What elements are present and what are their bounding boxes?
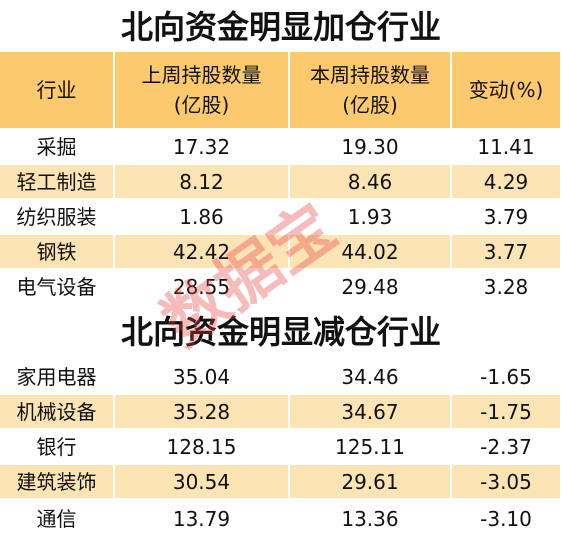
industry-cell: 通信 bbox=[0, 500, 115, 539]
industry-cell: 银行 bbox=[0, 430, 115, 465]
value-cell: 30.54 bbox=[115, 465, 290, 500]
header-text: 变动(%) bbox=[468, 78, 544, 102]
value-cell: -1.65 bbox=[452, 360, 562, 395]
header-cell: 本周持股数量 (亿股) bbox=[290, 52, 452, 130]
value-cell: 4.29 bbox=[452, 165, 562, 200]
value-cell: 35.28 bbox=[115, 395, 290, 430]
value-cell: -3.10 bbox=[452, 500, 562, 539]
header-cell: 变动(%) bbox=[452, 52, 562, 130]
value-cell: 42.42 bbox=[115, 235, 290, 270]
header-text: (亿股) bbox=[342, 93, 398, 117]
value-cell: 29.61 bbox=[290, 465, 452, 500]
header-text: 上周持股数量 bbox=[141, 63, 262, 87]
value-cell: 125.11 bbox=[290, 430, 452, 465]
value-cell: 3.79 bbox=[452, 200, 562, 235]
value-cell: 44.02 bbox=[290, 235, 452, 270]
section-title: 北向资金明显减仓行业 bbox=[120, 313, 441, 351]
industry-cell: 建筑装饰 bbox=[0, 465, 115, 500]
value-cell: 28.55 bbox=[115, 270, 290, 305]
industry-cell: 机械设备 bbox=[0, 395, 115, 430]
value-cell: 1.86 bbox=[115, 200, 290, 235]
value-cell: 13.79 bbox=[115, 500, 290, 539]
header-text: 行业 bbox=[36, 78, 77, 102]
value-cell: 34.46 bbox=[290, 360, 452, 395]
value-cell: 29.48 bbox=[290, 270, 452, 305]
value-cell: 1.93 bbox=[290, 200, 452, 235]
value-cell: 8.12 bbox=[115, 165, 290, 200]
value-cell: 17.32 bbox=[115, 130, 290, 165]
value-cell: 11.41 bbox=[452, 130, 562, 165]
industry-cell: 电气设备 bbox=[0, 270, 115, 305]
value-cell: 128.15 bbox=[115, 430, 290, 465]
section-title: 北向资金明显加仓行业 bbox=[120, 8, 441, 46]
value-cell: 13.36 bbox=[290, 500, 452, 539]
value-cell: 8.46 bbox=[290, 165, 452, 200]
value-cell: 19.30 bbox=[290, 130, 452, 165]
value-cell: 34.67 bbox=[290, 395, 452, 430]
industry-cell: 采掘 bbox=[0, 130, 115, 165]
header-cell: 上周持股数量 (亿股) bbox=[115, 52, 290, 130]
value-cell: 3.28 bbox=[452, 270, 562, 305]
value-cell: 3.77 bbox=[452, 235, 562, 270]
value-cell: -1.75 bbox=[452, 395, 562, 430]
header-cell: 行业 bbox=[0, 52, 115, 130]
industry-cell: 纺织服装 bbox=[0, 200, 115, 235]
industry-cell: 轻工制造 bbox=[0, 165, 115, 200]
value-cell: 35.04 bbox=[115, 360, 290, 395]
header-text: (亿股) bbox=[173, 93, 230, 117]
industry-cell: 钢铁 bbox=[0, 235, 115, 270]
value-cell: -2.37 bbox=[452, 430, 562, 465]
industry-cell: 家用电器 bbox=[0, 360, 115, 395]
value-cell: -3.05 bbox=[452, 465, 562, 500]
header-text: 本周持股数量 bbox=[310, 63, 430, 87]
